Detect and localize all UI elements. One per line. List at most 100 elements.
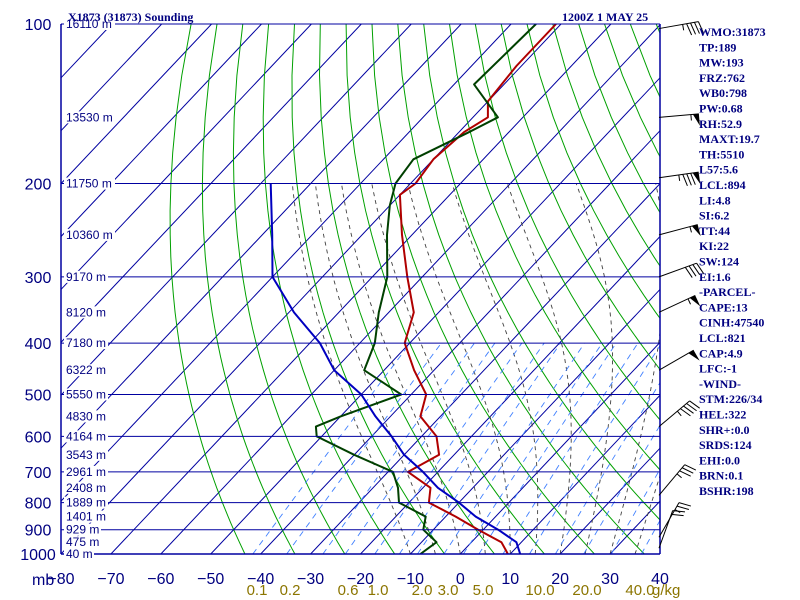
height-label-background: [64, 481, 108, 494]
wind-barb: [658, 262, 704, 278]
height-label: 2961 m: [66, 465, 106, 479]
pressure-tick-label: 600: [25, 429, 52, 446]
wind-barb: [658, 464, 697, 496]
stability-index-item: LFC:-1: [699, 362, 737, 376]
wind-barb-feather: [696, 262, 704, 274]
height-label-background: [64, 465, 108, 478]
temperature-tick-label: −60: [147, 571, 174, 588]
height-label: 4830 m: [66, 409, 106, 423]
wind-barb-feather: [689, 400, 700, 409]
wind-barb-half-feather: [677, 410, 682, 417]
stability-index-item: WB0:798: [699, 86, 747, 100]
height-label: 929 m: [66, 523, 99, 537]
isotherm-line: [61, 24, 512, 502]
stability-index-item: MW:193: [699, 56, 744, 70]
stability-index-item: PW:0.68: [699, 102, 743, 116]
moist-adiabat-line: [634, 474, 660, 554]
dry-adiabat-line: [232, 24, 346, 554]
wind-barb-pennant: [692, 113, 700, 126]
wind-barb-feather: [686, 173, 692, 186]
wind-barb-feather: [679, 470, 691, 477]
height-label: 11750 m: [66, 177, 112, 191]
dry-adiabat-line: [169, 24, 246, 554]
mixing-ratio-label: 20.0: [572, 582, 601, 599]
pressure-tick-label: 700: [25, 465, 52, 482]
temperature-tick-label: −50: [197, 571, 224, 588]
isotherm-line: [61, 24, 462, 449]
wind-barb-feather: [690, 173, 696, 185]
wind-barb: [658, 224, 701, 237]
wind-barb: [658, 400, 700, 428]
height-label: 8120 m: [66, 305, 106, 319]
wind-barb-pennant: [692, 172, 701, 185]
temperature-tick-label: 30: [601, 571, 619, 588]
wind-barb-feather: [684, 464, 697, 471]
stability-index-item: LCL:821: [699, 331, 746, 345]
stability-index-item: SRDS:124: [699, 438, 752, 452]
height-label-background: [64, 388, 108, 401]
wind-barb-half-feather: [690, 114, 692, 121]
temperature-tick-label: 0: [456, 571, 465, 588]
dewpoint-profile-line: [314, 24, 537, 554]
isotherm-line: [61, 24, 212, 185]
height-label-background: [64, 177, 115, 190]
stability-index-item: WMO:31873: [699, 25, 766, 39]
height-label: 2408 m: [66, 481, 106, 495]
height-label-background: [64, 430, 108, 443]
temperature-tick-label: 20: [551, 571, 569, 588]
height-label: 4164 m: [66, 429, 106, 443]
pressure-tick-label: 300: [25, 270, 52, 287]
wind-barb-pennant: [689, 295, 701, 307]
height-label-background: [64, 410, 108, 423]
wind-barb-staff: [658, 294, 696, 313]
isotherm-line: [61, 24, 262, 238]
height-label-background: [64, 536, 101, 549]
dry-adiabat-line: [318, 24, 495, 554]
height-label: 1401 m: [66, 510, 106, 524]
wind-barb-feather: [690, 22, 697, 35]
wind-barb-feather: [693, 22, 700, 34]
stability-index-item: BSHR:198: [699, 484, 754, 498]
pressure-tick-label: 400: [25, 336, 52, 353]
pressure-tick-label: 100: [25, 17, 52, 34]
stability-index-item: RH:52.9: [699, 117, 742, 131]
pressure-tick-label: 800: [25, 496, 52, 513]
stability-index-item: -PARCEL-: [699, 285, 755, 299]
dry-adiabat-line: [474, 24, 660, 421]
moist-adiabat-line: [291, 183, 411, 554]
pressure-tick-label: 500: [25, 387, 52, 404]
temperature-tick-label: −20: [347, 571, 374, 588]
wind-barb-staff: [658, 400, 690, 428]
temperature-profile-line: [398, 24, 557, 554]
wind-barb-feather: [686, 403, 697, 412]
height-label: 5550 m: [66, 387, 106, 401]
dry-adiabat-line: [552, 24, 660, 267]
stability-index-item: FRZ:762: [699, 71, 745, 85]
stability-index-item: SHR+:0.0: [699, 423, 750, 437]
height-label-background: [64, 228, 115, 241]
stability-index-item: TP:189: [699, 40, 736, 54]
isotherm-line: [310, 182, 660, 554]
wind-barb: [658, 349, 700, 371]
height-label-background: [64, 548, 94, 560]
wind-barb-half-feather: [676, 473, 682, 479]
wind-barb-feather: [697, 21, 704, 34]
isotherm-line: [509, 394, 660, 554]
dry-adiabat-line: [345, 24, 545, 554]
stability-index-item: L57:5.6: [699, 163, 738, 177]
isotherm-line: [559, 447, 660, 554]
wind-barb-staff: [658, 262, 697, 278]
height-label-background: [64, 448, 108, 461]
moist-adiabat-line: [506, 183, 572, 554]
dry-adiabat-line: [500, 24, 660, 371]
wind-barb-feather: [692, 264, 701, 276]
temperature-tick-label: −10: [397, 571, 424, 588]
wind-barb-feather: [681, 467, 694, 474]
height-label-background: [64, 496, 108, 509]
wind-barb-feather: [688, 265, 697, 277]
wind-barb-staff: [658, 464, 686, 496]
wind-barb-pennant: [688, 350, 700, 361]
wind-barb: [658, 21, 704, 36]
